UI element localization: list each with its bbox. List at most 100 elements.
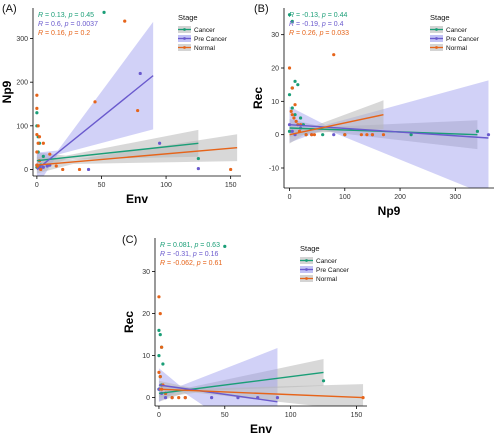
data-point-normal	[359, 133, 363, 137]
legend-entry-label: Normal	[194, 45, 216, 52]
data-point-pre-cancer	[45, 164, 49, 168]
y-tick-label: 200	[16, 80, 28, 87]
y-tick-label: 100	[16, 123, 28, 130]
data-point-normal	[310, 133, 314, 137]
stat-cancer: R = 0.13, p = 0.45	[38, 12, 94, 19]
legend-title: Stage	[178, 13, 198, 22]
legend-entry-label: Cancer	[316, 258, 338, 265]
legend-swatch-point	[183, 28, 186, 31]
data-point-normal	[287, 66, 292, 70]
x-tick-label: 150	[225, 182, 237, 189]
x-tick-label: 150	[351, 412, 363, 419]
fit-line-normal	[289, 113, 384, 136]
fit-line-normal	[158, 388, 364, 399]
data-point-normal	[294, 119, 298, 123]
data-point-cancer	[290, 106, 294, 110]
data-point-cancer	[293, 113, 297, 117]
fit-line-pre-cancer	[158, 384, 278, 403]
y-axis-label: Np9	[0, 80, 14, 103]
data-point-cancer	[321, 379, 326, 383]
data-point-cancer	[223, 244, 227, 248]
fit-line-pre-cancer	[36, 75, 154, 170]
data-point-normal	[290, 86, 294, 90]
legend-swatch-point	[435, 46, 438, 49]
x-tick-label: 0	[288, 194, 292, 201]
data-point-cancer	[287, 13, 292, 17]
data-point-normal	[312, 133, 316, 137]
data-point-pre-cancer	[86, 167, 91, 172]
data-point-cancer	[157, 328, 161, 332]
data-point-cancer	[287, 93, 292, 97]
data-point-pre-cancer	[275, 396, 280, 400]
legend-swatch-point	[305, 277, 308, 280]
legend-entry-label: Cancer	[446, 27, 468, 34]
panel-label: (C)	[122, 234, 137, 246]
x-tick-label: 300	[449, 194, 461, 201]
data-point-normal	[158, 375, 162, 379]
legend: Stage Cancer Pre Cancer Normal	[430, 13, 480, 52]
data-point-normal	[54, 164, 58, 168]
data-point-cancer	[296, 83, 300, 87]
y-tick-label: 20	[271, 66, 279, 73]
data-point-cancer	[287, 129, 292, 133]
y-tick-label: 300	[16, 36, 28, 43]
data-point-normal	[304, 133, 308, 137]
legend-swatch-point	[435, 28, 438, 31]
plot-area	[287, 13, 491, 188]
data-point-normal	[170, 396, 174, 400]
x-tick-label: 50	[98, 182, 106, 189]
data-point-normal	[332, 53, 336, 57]
data-point-cancer	[409, 133, 413, 137]
x-tick-label: 0	[157, 412, 161, 419]
y-tick-label: 0	[24, 167, 28, 174]
data-point-normal	[293, 103, 297, 107]
data-point-cancer	[41, 154, 45, 158]
data-point-cancer	[475, 129, 480, 133]
legend-entry-label: Cancer	[194, 27, 216, 34]
data-point-pre-cancer	[138, 71, 142, 76]
data-point-normal	[370, 133, 375, 137]
data-point-normal	[48, 152, 52, 156]
data-point-pre-cancer	[290, 129, 294, 133]
panel-b: 0 100 200 300 -10 0 10 20 30 Np9 Rec (B) R = -0.13, …	[251, 3, 494, 218]
legend-swatch-point	[305, 268, 308, 271]
stat-normal: R = -0.062, p = 0.61	[160, 260, 222, 267]
data-point-normal	[35, 106, 39, 110]
data-point-normal	[61, 167, 65, 172]
data-point-cancer	[290, 19, 294, 23]
fit-line-pre-cancer	[289, 123, 489, 139]
data-point-normal	[229, 167, 233, 172]
data-point-normal	[77, 167, 82, 172]
legend: Stage Cancer Pre Cancer Normal	[178, 13, 228, 52]
legend-swatch-point	[183, 46, 186, 49]
x-tick-label: 100	[339, 194, 351, 201]
data-point-normal	[37, 135, 42, 139]
x-tick-label: 50	[221, 412, 229, 419]
data-point-normal	[123, 19, 127, 23]
data-point-normal	[183, 396, 187, 400]
data-point-normal	[35, 132, 39, 137]
data-point-cancer	[298, 116, 303, 120]
data-point-normal	[41, 141, 45, 145]
stat-pre-cancer: R = -0.31, p = 0.16	[160, 251, 219, 258]
data-point-normal	[177, 396, 181, 400]
stat-normal: R = 0.26, p = 0.033	[289, 30, 349, 37]
data-point-normal	[35, 93, 39, 97]
data-point-cancer	[157, 354, 161, 358]
x-tick-label: 100	[285, 412, 297, 419]
data-point-pre-cancer	[210, 396, 214, 400]
legend-swatch-point	[435, 37, 438, 40]
y-tick-label: 0	[275, 132, 279, 139]
stat-normal: R = 0.16, p = 0.2	[38, 30, 90, 37]
data-point-normal	[159, 345, 164, 349]
panel-a: 0 50 100 150 0 100 200 300 Env Np9 (A) R = 0.13, p …	[0, 3, 241, 206]
data-point-normal	[290, 113, 294, 117]
data-point-normal	[93, 100, 97, 104]
data-point-normal	[157, 370, 161, 374]
data-point-pre-cancer	[163, 396, 168, 400]
data-point-pre-cancer	[158, 141, 162, 145]
data-point-cancer	[321, 133, 325, 137]
data-point-normal	[158, 312, 162, 316]
y-tick-label: 30	[142, 269, 150, 276]
x-tick-label: 200	[394, 194, 406, 201]
